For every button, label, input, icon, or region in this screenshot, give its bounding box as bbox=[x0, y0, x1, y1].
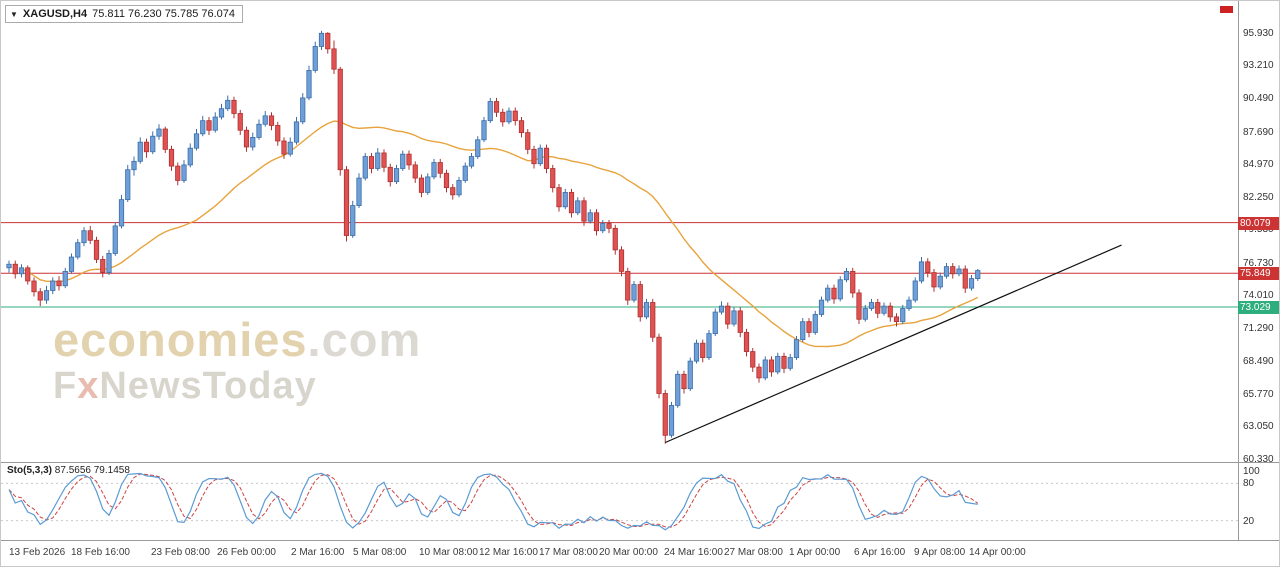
alert-marker-icon bbox=[1220, 6, 1233, 13]
time-tick-label: 17 Mar 08:00 bbox=[539, 547, 598, 558]
price-tick-label: 63.050 bbox=[1243, 421, 1274, 433]
candles-layer[interactable] bbox=[6, 30, 981, 444]
stochastic-tick-label: 80 bbox=[1243, 478, 1255, 490]
time-tick-label: 9 Apr 08:00 bbox=[914, 547, 966, 558]
price-level-tag: 75.849 bbox=[1238, 267, 1279, 281]
price-level-tag: 80.079 bbox=[1238, 216, 1279, 230]
price-tick-label: 82.250 bbox=[1243, 191, 1274, 203]
symbol-timeframe-label: XAGUSD,H4 bbox=[22, 8, 88, 20]
price-tick-label: 68.490 bbox=[1243, 356, 1274, 368]
price-tick-label: 93.210 bbox=[1243, 60, 1274, 72]
time-tick-label: 24 Mar 16:00 bbox=[664, 547, 723, 558]
stochastic-tick-label: 20 bbox=[1243, 515, 1255, 527]
time-tick-label: 12 Mar 16:00 bbox=[479, 547, 538, 558]
stochastic-axis[interactable]: 100 80 20 bbox=[1241, 463, 1279, 540]
indicator-main-value: 87.5656 bbox=[54, 465, 91, 476]
symbol-info-box[interactable]: ▼ XAGUSD,H4 75.811 76.230 75.785 76.074 bbox=[5, 5, 244, 23]
time-tick-label: 2 Mar 16:00 bbox=[291, 547, 345, 558]
price-tick-label: 74.010 bbox=[1243, 290, 1274, 302]
panel-separator-top[interactable] bbox=[1, 462, 1279, 463]
time-tick-label: 13 Feb 2026 bbox=[9, 547, 66, 558]
price-axis-separator bbox=[1238, 1, 1239, 566]
price-tick-label: 87.690 bbox=[1243, 126, 1274, 138]
stochastic-main-line bbox=[8, 472, 978, 531]
price-level-tag: 73.029 bbox=[1238, 300, 1279, 314]
stochastic-label: Sto(5,3,3) 87.5656 79.1458 bbox=[7, 465, 130, 476]
time-tick-label: 1 Apr 00:00 bbox=[789, 547, 841, 558]
time-tick-label: 26 Feb 00:00 bbox=[217, 547, 276, 558]
price-tick-label: 71.290 bbox=[1243, 322, 1274, 334]
symbol-ohlc-values: 75.811 76.230 75.785 76.074 bbox=[92, 8, 236, 20]
time-tick-label: 27 Mar 08:00 bbox=[724, 547, 783, 558]
candlestick-chart-canvas[interactable] bbox=[1, 1, 1238, 462]
price-tick-label: 90.490 bbox=[1243, 93, 1274, 105]
price-tick-label: 95.930 bbox=[1243, 27, 1274, 39]
stochastic-panel[interactable] bbox=[1, 463, 1238, 540]
price-tick-label: 79.530 bbox=[1243, 224, 1274, 236]
watermark-brand: economies.com bbox=[53, 313, 422, 366]
price-tick-label: 84.970 bbox=[1243, 159, 1274, 171]
panel-separator-bottom[interactable] bbox=[1, 540, 1279, 541]
time-tick-label: 20 Mar 00:00 bbox=[599, 547, 658, 558]
price-tick-label: 60.330 bbox=[1243, 453, 1274, 465]
time-tick-label: 23 Feb 08:00 bbox=[151, 547, 210, 558]
watermark: economies.com FxNewsToday bbox=[53, 315, 421, 407]
watermark-tagline: FxNewsToday bbox=[53, 365, 317, 408]
price-tick-label: 76.730 bbox=[1243, 257, 1274, 269]
time-tick-label: 18 Feb 16:00 bbox=[71, 547, 130, 558]
indicator-name: Sto(5,3,3) bbox=[7, 465, 53, 476]
time-axis[interactable]: 13 Feb 2026 18 Feb 16:00 23 Feb 08:00 26 Fe… bbox=[1, 541, 1279, 566]
chevron-down-icon[interactable]: ▼ bbox=[10, 9, 18, 19]
time-tick-label: 6 Apr 16:00 bbox=[854, 547, 906, 558]
time-tick-label: 14 Apr 00:00 bbox=[969, 547, 1026, 558]
price-axis[interactable]: 95.930 93.210 90.490 87.690 84.970 82.250 79.5… bbox=[1238, 1, 1279, 465]
moving-average-line[interactable] bbox=[21, 120, 979, 348]
stochastic-canvas[interactable] bbox=[1, 463, 1238, 540]
indicator-signal-value: 79.1458 bbox=[93, 465, 130, 476]
price-tick-label: 65.770 bbox=[1243, 388, 1274, 400]
stochastic-tick-label: 100 bbox=[1243, 466, 1260, 477]
time-tick-label: 5 Mar 08:00 bbox=[353, 547, 407, 558]
ascending-trendline[interactable] bbox=[665, 244, 1122, 444]
time-tick-label: 10 Mar 08:00 bbox=[419, 547, 478, 558]
main-chart-area[interactable]: economies.com FxNewsToday ▼ XAGUSD,H4 75… bbox=[1, 1, 1238, 462]
stochastic-signal-line bbox=[8, 473, 979, 528]
